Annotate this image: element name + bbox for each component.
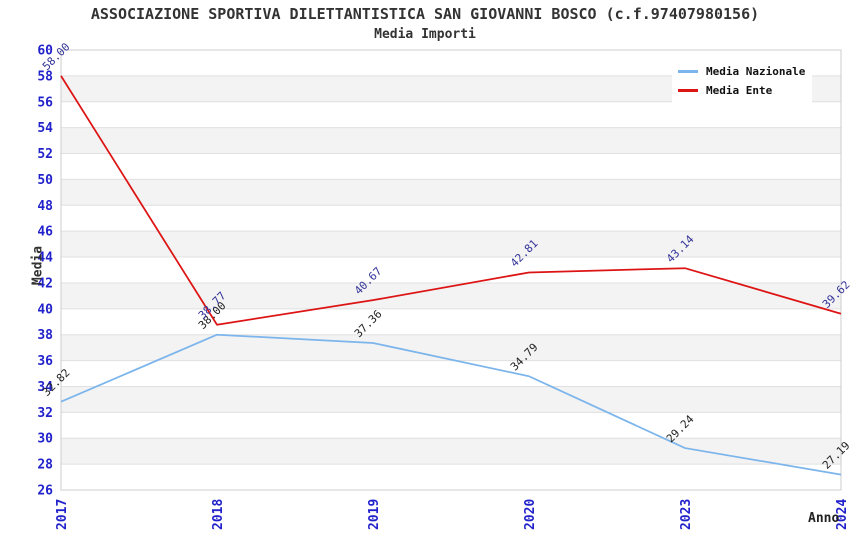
y-tick-label: 34 <box>37 380 53 395</box>
grid-band <box>61 308 841 335</box>
y-tick-label: 36 <box>37 354 53 369</box>
chart-subtitle: Media Importi <box>374 27 476 42</box>
y-tick-label: 30 <box>37 432 53 447</box>
x-tick-label: 2023 <box>679 499 694 530</box>
x-tick-label: 2020 <box>523 499 538 530</box>
grid-band <box>61 282 841 309</box>
y-tick-label: 56 <box>37 95 53 110</box>
y-tick-label: 38 <box>37 328 53 343</box>
legend-swatch-media-ente-icon <box>678 89 698 92</box>
legend-label-media-ente: Media Ente <box>706 84 773 97</box>
grid-band <box>61 386 841 413</box>
x-tick-label: 2017 <box>55 499 70 530</box>
legend: Media Nazionale Media Ente <box>672 57 812 103</box>
y-tick-label: 42 <box>37 276 53 291</box>
x-tick-label: 2019 <box>367 499 382 530</box>
plot-border <box>60 49 842 491</box>
grid-band <box>61 438 841 465</box>
grid-band <box>61 179 841 206</box>
series-line-media-ente <box>60 75 842 326</box>
grid-band <box>61 257 841 283</box>
y-tick-label: 54 <box>37 121 53 136</box>
grid-band <box>61 153 841 180</box>
x-tick-label: 2018 <box>211 499 226 530</box>
y-tick-label: 48 <box>37 199 53 214</box>
y-tick-label: 44 <box>37 251 53 266</box>
y-tick-label: 32 <box>37 406 53 421</box>
grid-band <box>61 127 841 154</box>
grid-band <box>61 231 841 258</box>
grid-band <box>61 464 841 490</box>
y-tick-label: 52 <box>37 147 53 162</box>
grid-band <box>61 101 841 128</box>
y-tick-label: 50 <box>37 173 53 188</box>
x-tick-label: 2024 <box>835 499 850 530</box>
legend-item-media-ente: Media Ente <box>678 81 812 100</box>
y-tick-label: 60 <box>37 44 53 59</box>
y-axis-title: Media <box>30 245 46 286</box>
x-axis-title: Anno <box>808 511 840 526</box>
chart-title: ASSOCIAZIONE SPORTIVA DILETTANTISTICA SA… <box>90 5 760 23</box>
grid-band <box>61 360 841 387</box>
grid-band <box>61 205 841 232</box>
legend-label-media-nazionale: Media Nazionale <box>706 65 806 78</box>
y-tick-label: 58 <box>37 69 53 84</box>
grid-band <box>61 334 841 361</box>
series-line-media-nazionale <box>60 333 842 476</box>
y-tick-label: 40 <box>37 302 53 317</box>
grid-band <box>61 412 841 439</box>
y-tick-label: 46 <box>37 225 53 240</box>
y-tick-label: 28 <box>37 458 53 473</box>
legend-item-media-nazionale: Media Nazionale <box>678 62 812 81</box>
y-tick-label: 26 <box>37 484 53 499</box>
legend-swatch-media-nazionale-icon <box>678 70 698 73</box>
